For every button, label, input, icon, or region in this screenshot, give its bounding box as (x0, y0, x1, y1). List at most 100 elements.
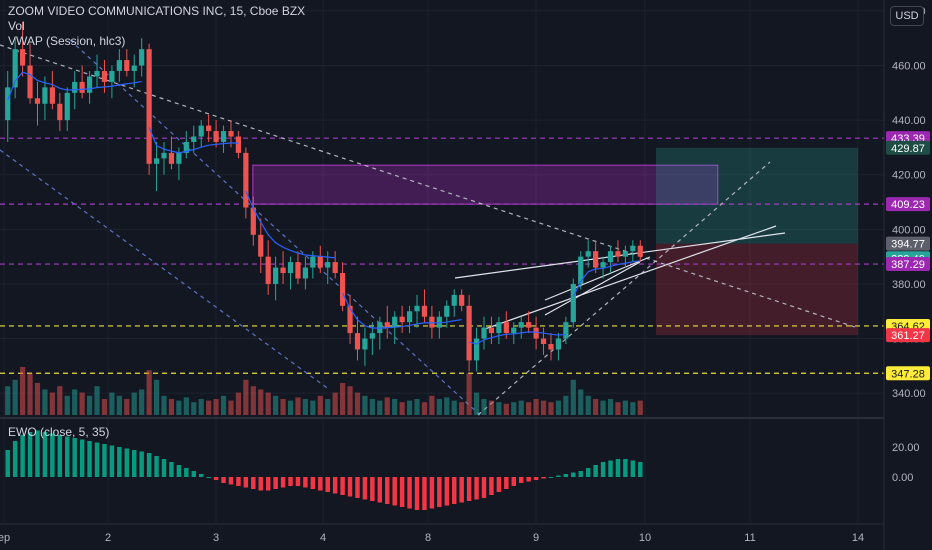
vwap-segment (572, 260, 641, 297)
volume-bar (340, 383, 346, 415)
ewo-legend[interactable]: EWO (close, 5, 35) (8, 425, 110, 439)
price-tick-label: 380.00 (892, 279, 926, 291)
price-tag (886, 197, 930, 212)
vwap-segment (342, 292, 462, 329)
trendline (481, 225, 777, 331)
candle-body (354, 333, 361, 350)
price-tags: 433.39429.87409.23394.77389.40387.29364.… (886, 131, 930, 381)
candle-body (243, 152, 249, 208)
volume-bar (600, 400, 606, 415)
candle-body (444, 305, 450, 317)
volume-bar (168, 399, 175, 415)
candle-body (153, 158, 160, 164)
volume-bar (235, 392, 242, 415)
ewo-bar (608, 460, 613, 477)
candle-body (615, 251, 621, 257)
volume-bar (250, 386, 256, 415)
candle-body (49, 87, 55, 104)
ewo-bar (355, 477, 360, 498)
profit-zone (656, 147, 858, 244)
candles (5, 21, 643, 372)
time-tick-label: 8 (425, 532, 431, 544)
volume-bar (287, 400, 294, 415)
volume-bar (533, 399, 539, 415)
volume-bar (206, 400, 212, 415)
ewo-bar (213, 477, 219, 480)
volume-bar (258, 389, 264, 415)
vwap-legend[interactable]: VWAP (Session, hlc3) (8, 34, 126, 48)
ewo-bar (154, 456, 159, 477)
candle-body (265, 256, 271, 284)
ewo-histogram (5, 430, 643, 510)
volume-bar (310, 400, 316, 415)
candle-body (421, 305, 428, 317)
ewo-bar (79, 439, 85, 477)
ewo-bar (161, 459, 167, 477)
candle-body (79, 81, 85, 93)
ewo-bar (288, 477, 293, 486)
volume-bar (42, 389, 48, 415)
trendline (544, 256, 651, 301)
ewo-bar (347, 477, 353, 497)
candle-body (168, 152, 175, 164)
trendline (69, 39, 481, 416)
ewo-bar (243, 477, 249, 488)
volume-bar (429, 395, 435, 415)
price-tick-label: 460.00 (892, 61, 926, 73)
ewo-bar (228, 477, 234, 485)
trendline (544, 261, 641, 316)
time-tick-label: 14 (852, 532, 864, 544)
ewo-bar (198, 474, 204, 477)
candle-body (191, 136, 197, 142)
ewo-bar (615, 459, 621, 477)
volume-bar (607, 399, 614, 415)
candle-body (540, 338, 547, 345)
long-position-tool[interactable] (656, 147, 858, 336)
candle-body (466, 305, 472, 361)
volume-bar (20, 367, 26, 415)
ewo-bar (42, 432, 48, 477)
ewo-bar (273, 477, 278, 489)
candle-body (64, 92, 70, 121)
volume-bar (49, 392, 55, 415)
ewo-bar (385, 477, 390, 504)
volume-bar (79, 392, 85, 415)
candle-body (146, 49, 152, 164)
volume-bar (526, 402, 532, 415)
candle-body (287, 262, 294, 274)
candle-body (392, 316, 398, 328)
candle-body (57, 103, 63, 121)
candle-body (206, 125, 212, 132)
time-tick-label: 2 (105, 532, 111, 544)
candle-body (161, 152, 167, 159)
candle-body (198, 125, 204, 137)
volume-bar (332, 392, 338, 415)
ewo-bar (184, 468, 189, 477)
ewo-bar (459, 477, 464, 503)
volume-bar (153, 379, 160, 415)
price-tag (886, 140, 930, 155)
candle-body (377, 322, 383, 334)
ewo-bar (169, 462, 174, 477)
candle-body (384, 322, 390, 328)
ewo-bar (124, 448, 130, 477)
volume-bar (325, 399, 331, 415)
volume-bar (481, 399, 487, 415)
volume-bar (139, 389, 145, 415)
vol-legend[interactable]: Vol (8, 19, 25, 33)
price-tag-label: 394.77 (891, 239, 925, 251)
ewo-bar (102, 444, 107, 477)
candle-body (518, 322, 524, 328)
ewo-bar (563, 474, 569, 477)
vwap-segment (148, 127, 239, 154)
volume-bar (622, 400, 628, 415)
candle-body (340, 273, 346, 306)
price-tag (886, 328, 930, 343)
volume-bar (317, 395, 323, 415)
zone-rect (252, 164, 719, 205)
currency-button[interactable]: USD (890, 6, 924, 26)
volume-bar (511, 402, 517, 415)
candle-body (451, 294, 457, 306)
candle-body (570, 283, 576, 323)
